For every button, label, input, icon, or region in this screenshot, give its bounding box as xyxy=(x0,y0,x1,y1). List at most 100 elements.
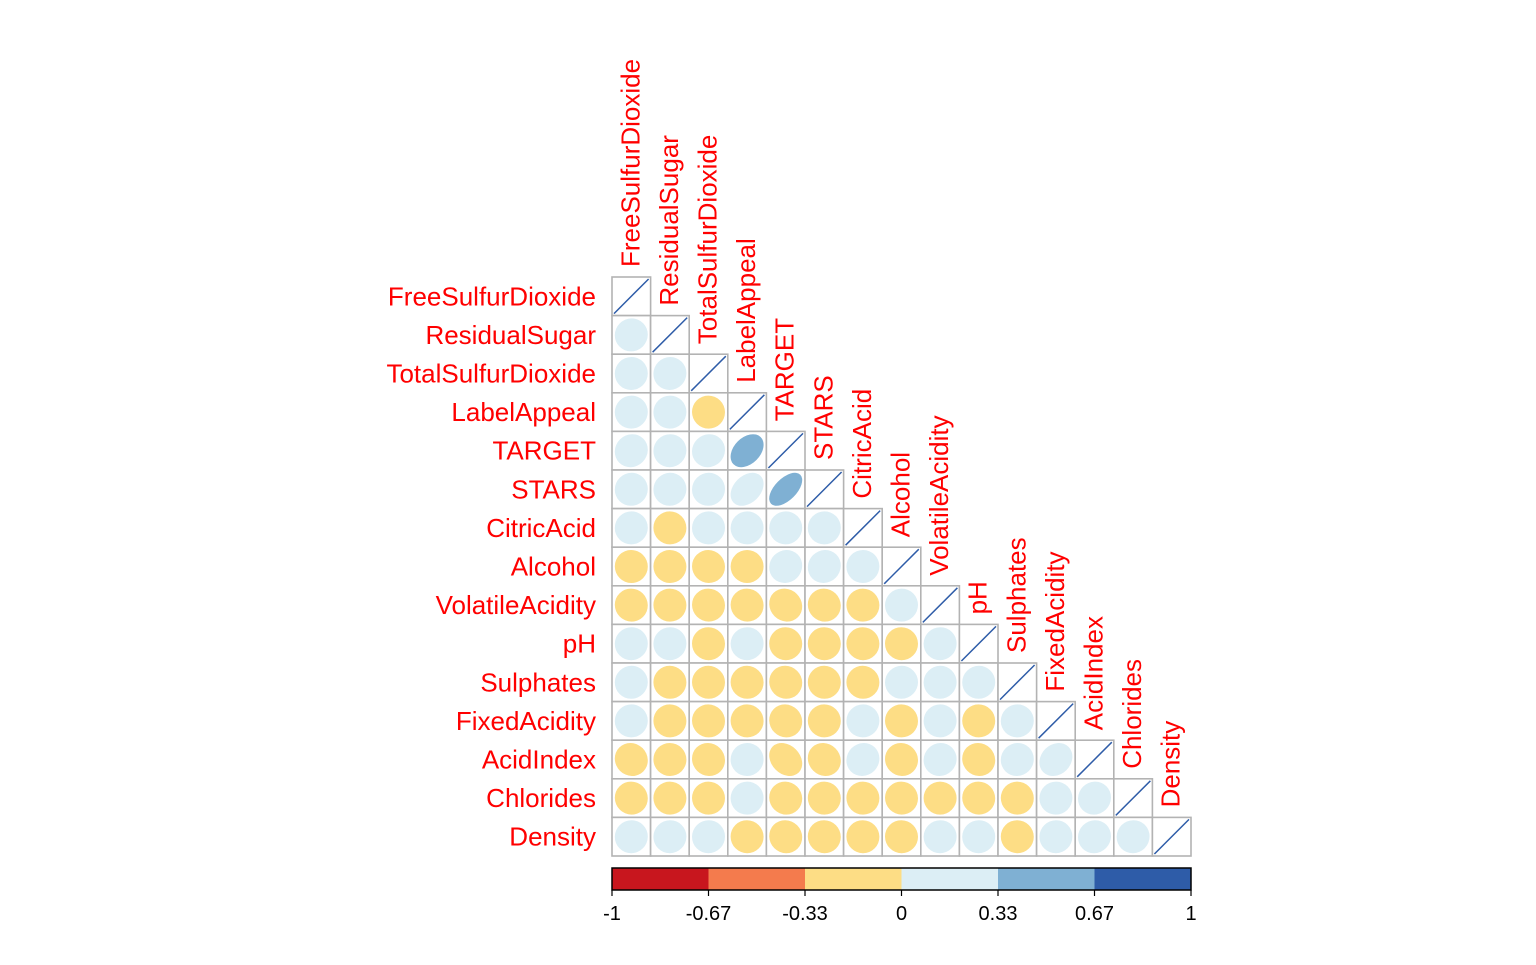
correlation-ellipse xyxy=(614,588,648,622)
cell-citricacid-citricacid xyxy=(842,507,883,549)
cell-acidindex-totalsulfurdioxide xyxy=(688,739,729,780)
cell-citricacid-stars xyxy=(804,507,845,549)
cell-target-target xyxy=(765,430,806,471)
correlation-ellipse xyxy=(769,472,803,506)
correlation-ellipse xyxy=(769,627,803,661)
correlation-ellipse xyxy=(653,357,687,390)
cell-volatileacidity-labelappeal xyxy=(726,584,768,626)
legend-swatch xyxy=(708,868,806,890)
correlation-ellipse xyxy=(653,549,687,584)
diagonal-mark xyxy=(652,317,688,353)
correlation-ellipse xyxy=(730,472,764,506)
correlation-ellipse xyxy=(962,665,996,699)
correlation-ellipse xyxy=(884,820,919,854)
row-label-citricacid: CitricAcid xyxy=(486,513,596,543)
correlation-ellipse xyxy=(923,742,957,777)
row-label-totalsulfurdioxide: TotalSulfurDioxide xyxy=(386,359,596,389)
correlation-ellipse xyxy=(653,742,687,777)
correlation-ellipse xyxy=(1039,781,1073,815)
correlation-ellipse xyxy=(807,704,841,738)
legend-swatch xyxy=(612,868,709,890)
correlation-ellipse xyxy=(769,781,803,815)
correlation-ellipse xyxy=(614,472,648,506)
correlation-ellipse xyxy=(614,434,648,468)
column-label-stars: STARS xyxy=(808,375,838,460)
cell-chlorides-volatileacidity xyxy=(919,777,961,819)
correlation-ellipse xyxy=(730,665,764,699)
correlation-ellipse xyxy=(653,781,687,815)
cell-volatileacidity-totalsulfurdioxide xyxy=(688,584,729,626)
column-label-residualsugar: ResidualSugar xyxy=(654,135,684,306)
correlation-ellipse xyxy=(730,434,764,468)
cell-residualsugar-residualsugar xyxy=(649,314,690,356)
correlation-ellipse xyxy=(614,820,648,854)
diagonal-mark xyxy=(1038,703,1074,739)
legend-swatch xyxy=(1094,868,1192,890)
correlation-ellipse xyxy=(614,511,648,545)
row-label-acidindex: AcidIndex xyxy=(482,745,596,775)
cell-totalsulfurdioxide-freesulfurdioxide xyxy=(611,353,652,394)
cell-density-acidindex xyxy=(1074,816,1115,857)
cell-acidindex-ph xyxy=(958,739,999,780)
cell-density-totalsulfurdioxide xyxy=(688,816,729,857)
cell-ph-stars xyxy=(804,623,845,664)
cell-fixedacidity-fixedacidity xyxy=(1035,700,1076,741)
cell-target-residualsugar xyxy=(649,430,690,471)
column-label-acidindex: AcidIndex xyxy=(1079,616,1109,730)
cell-target-freesulfurdioxide xyxy=(611,430,652,471)
cell-ph-target xyxy=(765,623,806,664)
cell-fixedacidity-freesulfurdioxide xyxy=(611,700,652,741)
cell-chlorides-sulphates xyxy=(997,777,1038,819)
diagonal-mark xyxy=(1115,780,1151,816)
correlation-ellipse xyxy=(614,356,648,391)
cell-density-sulphates xyxy=(997,816,1038,857)
legend-tick-label: 1 xyxy=(1185,903,1196,925)
column-label-totalsulfurdioxide: TotalSulfurDioxide xyxy=(693,135,723,345)
correlation-ellipse xyxy=(691,395,726,429)
cell-acidindex-residualsugar xyxy=(649,739,690,780)
color-legend: -1 -0.67 -0.33 0 0.33 0.67 1 xyxy=(603,867,1197,925)
correlation-ellipse xyxy=(884,627,919,661)
correlation-ellipse xyxy=(807,511,841,545)
cell-density-citricacid xyxy=(842,816,883,857)
correlation-ellipse xyxy=(846,742,880,777)
cell-citricacid-labelappeal xyxy=(726,507,768,549)
cell-totalsulfurdioxide-totalsulfurdioxide xyxy=(688,353,729,394)
cell-totalsulfurdioxide-residualsugar xyxy=(649,353,690,394)
cell-acidindex-volatileacidity xyxy=(919,739,961,780)
cell-sulphates-totalsulfurdioxide xyxy=(688,662,729,703)
row-label-density: Density xyxy=(509,822,596,852)
column-label-density: Density xyxy=(1156,721,1186,808)
correlation-ellipse xyxy=(923,627,957,661)
cell-fixedacidity-sulphates xyxy=(997,700,1038,741)
row-label-labelappeal: LabelAppeal xyxy=(451,397,596,427)
correlation-ellipse xyxy=(730,588,764,622)
cell-fixedacidity-stars xyxy=(804,700,845,741)
correlation-ellipse xyxy=(923,781,957,815)
cell-alcohol-citricacid xyxy=(842,546,883,587)
cell-sulphates-target xyxy=(765,662,806,703)
cell-sulphates-volatileacidity xyxy=(919,662,961,703)
correlation-ellipse xyxy=(846,665,880,699)
correlation-ellipse xyxy=(653,472,687,506)
cell-chlorides-target xyxy=(765,777,806,819)
cell-acidindex-acidindex xyxy=(1074,739,1115,780)
correlation-ellipse xyxy=(1077,820,1112,854)
legend-tick-label: 0 xyxy=(896,903,907,925)
cell-stars-residualsugar xyxy=(649,469,690,510)
correlation-ellipse xyxy=(692,472,725,506)
cell-ph-volatileacidity xyxy=(919,623,961,664)
cell-sulphates-stars xyxy=(804,662,845,703)
cell-sulphates-citricacid xyxy=(842,662,883,703)
correlation-ellipse xyxy=(730,550,764,583)
correlation-ellipse xyxy=(1077,781,1112,815)
correlation-ellipse xyxy=(614,395,648,429)
diagonal-mark xyxy=(845,510,881,546)
correlation-ellipse xyxy=(653,627,687,661)
cell-density-volatileacidity xyxy=(919,816,961,857)
correlation-ellipse xyxy=(962,781,996,815)
cell-alcohol-residualsugar xyxy=(649,546,690,587)
correlation-cells xyxy=(611,276,1192,857)
cell-density-ph xyxy=(958,816,999,857)
